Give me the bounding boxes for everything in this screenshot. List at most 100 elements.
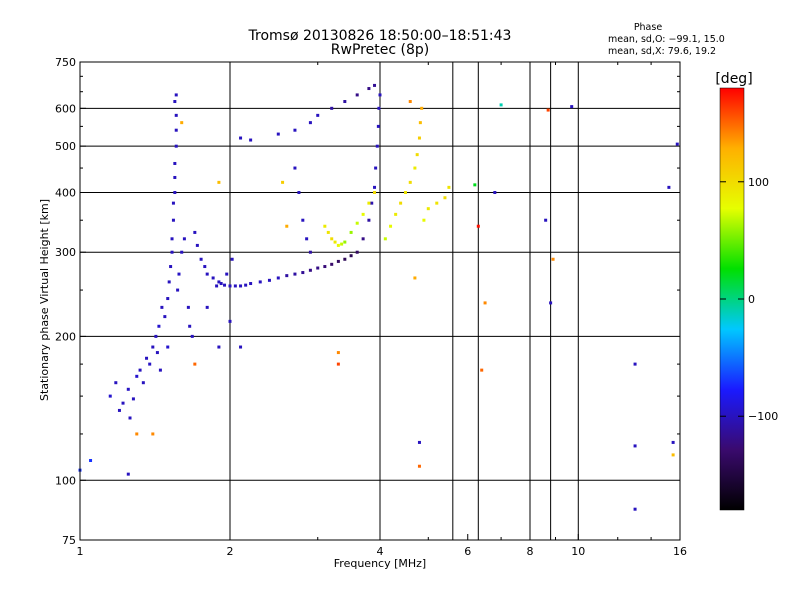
data-point-o	[374, 166, 378, 170]
data-point-o	[675, 142, 679, 146]
data-point-o	[195, 243, 199, 247]
data-point-o	[177, 272, 181, 276]
data-point-o	[417, 440, 421, 444]
data-point-o	[180, 250, 184, 254]
data-point-o	[276, 132, 280, 136]
data-point-o	[215, 284, 219, 288]
data-point-o	[154, 334, 158, 338]
phase-stats-x: mean, sd,X: 79.6, 19.2	[608, 46, 716, 57]
y-tick-label: 200	[55, 330, 76, 343]
data-point-o	[343, 100, 347, 104]
data-point-x	[480, 368, 484, 372]
data-point-o	[330, 106, 334, 110]
data-point-x	[285, 224, 289, 228]
data-point-o	[293, 272, 297, 276]
data-point-o	[163, 315, 167, 319]
data-point-o	[169, 265, 173, 269]
data-point-o	[141, 381, 145, 385]
data-point-o	[225, 272, 229, 276]
data-point-x	[373, 190, 377, 194]
data-point-x	[403, 190, 407, 194]
chart-title: Tromsø 20130826 18:50:00–18:51:43	[248, 28, 512, 44]
data-point-o	[301, 218, 305, 222]
data-point-x	[336, 351, 340, 355]
data-point-o	[349, 254, 353, 258]
data-point-x	[551, 257, 555, 261]
data-point-o	[117, 408, 121, 412]
data-point-o	[151, 345, 155, 349]
data-point-x	[447, 185, 451, 189]
data-point-o	[188, 324, 192, 328]
data-point-o	[148, 362, 152, 366]
data-point-o	[173, 175, 177, 179]
data-point-x	[151, 432, 155, 436]
x-tick-label: 16	[673, 545, 687, 558]
data-point-o	[173, 161, 177, 165]
data-point-o	[367, 87, 371, 91]
data-point-o	[114, 381, 118, 385]
data-points	[78, 83, 679, 511]
data-point-o	[158, 368, 162, 372]
data-point-o	[145, 356, 149, 360]
data-point-x	[394, 212, 398, 216]
y-axis-label: Stationary phase Virtual Height [km]	[38, 199, 51, 401]
data-point-o	[173, 190, 177, 194]
x-axis-label: Frequency [MHz]	[334, 557, 426, 570]
data-point-o	[223, 283, 227, 287]
data-point-o	[249, 282, 253, 286]
data-point-o	[373, 83, 377, 87]
x-axis-ticks: 1 2 4 6 8 10 16	[77, 62, 687, 558]
data-point-o	[308, 250, 312, 254]
data-point-o	[173, 100, 177, 104]
colorbar-ticks: −100 0 100	[720, 176, 778, 423]
data-point-o	[276, 276, 280, 280]
data-point-x	[473, 183, 477, 187]
data-point-o	[157, 324, 161, 328]
data-point-o	[633, 444, 637, 448]
y-tick-label: 500	[55, 140, 76, 153]
y-tick-label: 400	[55, 186, 76, 199]
data-point-x	[340, 242, 344, 246]
data-point-o	[170, 237, 174, 241]
y-tick-label: 300	[55, 246, 76, 259]
data-point-o	[219, 282, 223, 286]
data-point-o	[174, 93, 178, 97]
data-point-o	[305, 237, 309, 241]
data-point-o	[285, 274, 289, 278]
data-point-x	[330, 237, 334, 241]
data-point-o	[301, 271, 305, 275]
data-point-x	[483, 301, 487, 305]
data-point-o	[166, 345, 170, 349]
data-point-x	[420, 106, 424, 110]
data-point-o	[367, 218, 371, 222]
data-point-o	[297, 190, 301, 194]
data-point-o	[228, 319, 232, 323]
data-point-o	[199, 257, 203, 261]
data-point-x	[217, 180, 221, 184]
data-point-x	[135, 432, 139, 436]
data-point-x	[418, 121, 422, 125]
data-point-o	[217, 280, 221, 284]
data-point-o	[570, 105, 574, 109]
data-point-o	[176, 288, 180, 292]
data-point-o	[544, 218, 548, 222]
data-point-o	[355, 93, 359, 97]
data-point-o	[174, 128, 178, 132]
data-point-o	[343, 257, 347, 261]
y-axis-ticks: 75 100 200 300 400 500 600 750	[55, 56, 680, 547]
data-point-x	[399, 201, 403, 205]
data-point-x	[546, 108, 550, 112]
data-point-o	[131, 397, 135, 401]
data-point-o	[633, 362, 637, 366]
data-point-x	[417, 464, 421, 468]
grid-lines	[80, 62, 681, 540]
data-point-o	[373, 185, 377, 189]
data-point-o	[239, 284, 243, 288]
data-point-x	[415, 153, 419, 157]
data-point-o	[171, 201, 175, 205]
data-point-o	[370, 201, 374, 205]
data-point-o	[217, 345, 221, 349]
data-point-o	[330, 262, 334, 266]
data-point-x	[333, 240, 337, 244]
